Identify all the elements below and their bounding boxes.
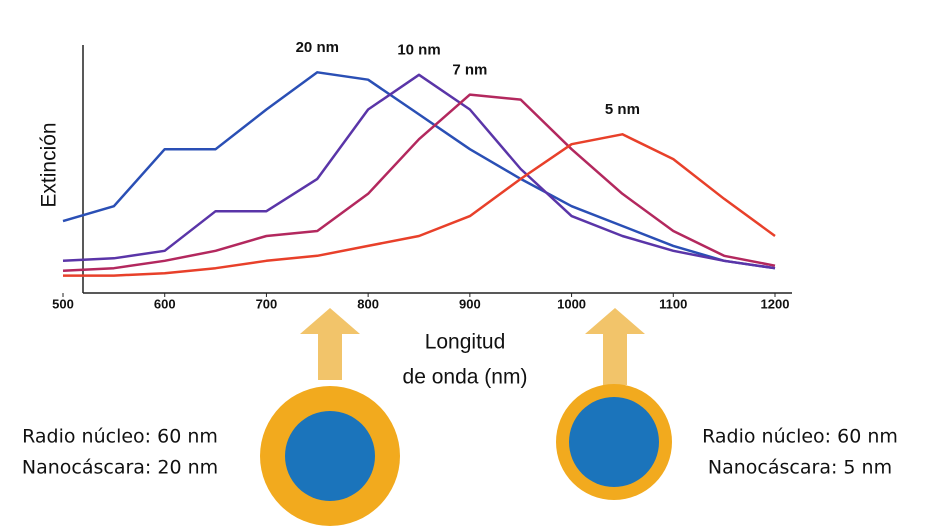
series-label: 20 nm	[296, 39, 339, 56]
annotation: Nanocáscara: 20 nm	[22, 457, 218, 479]
annotation: Radio núcleo: 60 nm	[22, 426, 218, 448]
x-tick-label: 600	[154, 296, 176, 311]
x-tick-label: 1200	[761, 296, 790, 311]
series-label: 5 nm	[605, 101, 640, 118]
series-label: 10 nm	[397, 42, 440, 59]
annotation: Radio núcleo: 60 nm	[702, 426, 898, 448]
line-series	[62, 93, 776, 272]
line-series	[63, 133, 776, 277]
arrow	[300, 308, 645, 385]
line-series	[62, 73, 776, 270]
x-tick-label: 700	[256, 296, 278, 311]
x-tick-label: 900	[459, 296, 481, 311]
annotation: Nanocáscara: 5 nm	[708, 457, 892, 479]
x-tick-label: 1100	[659, 296, 687, 311]
x-tick-label: 1000	[557, 296, 586, 311]
line-series	[62, 71, 776, 270]
y-axis-label: Extinción	[38, 122, 61, 207]
x-axis-label: Longitud	[425, 331, 506, 354]
x-tick-label: 500	[52, 296, 74, 311]
series-label: 7 nm	[452, 62, 487, 79]
nanoshell	[260, 384, 672, 526]
x-axis-label: de onda (nm)	[403, 366, 528, 389]
x-tick-label: 800	[357, 296, 379, 311]
